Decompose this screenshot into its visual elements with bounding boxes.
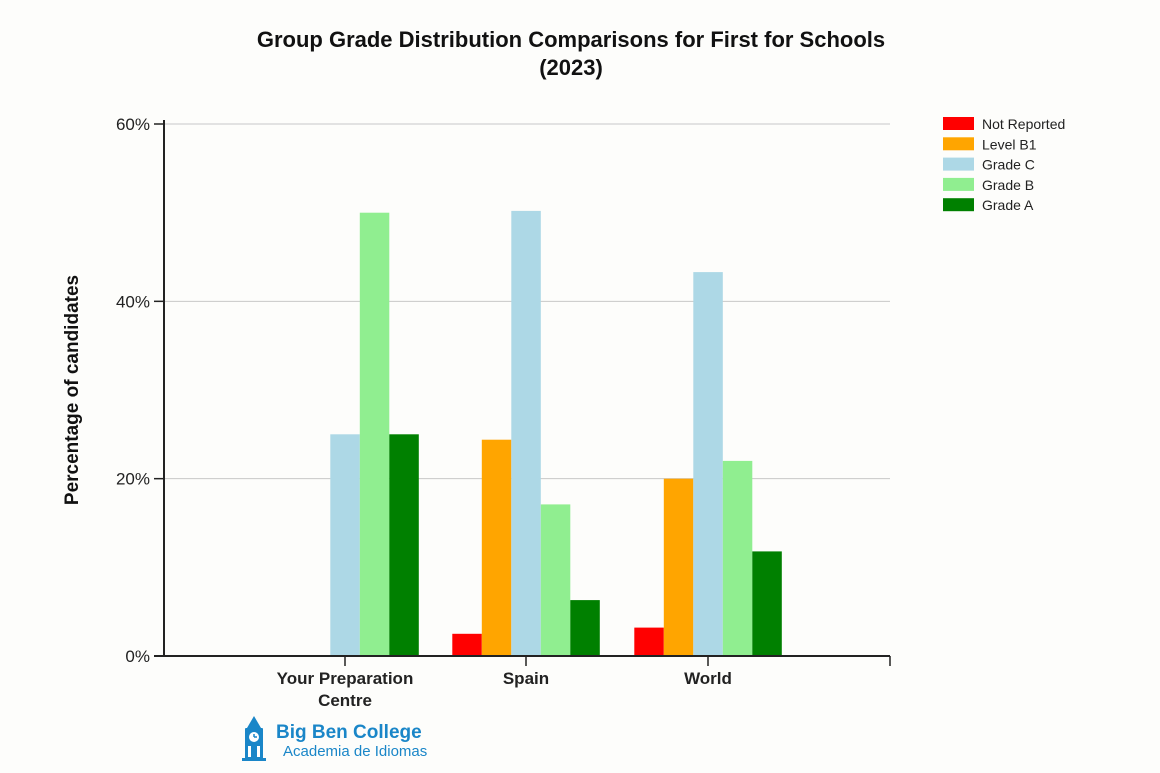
bar-grade-a — [752, 551, 782, 656]
x-tick-label: Spain — [503, 669, 549, 688]
chart-title-line: Group Grade Distribution Comparisons for… — [257, 27, 885, 52]
y-tick-label: 20% — [116, 470, 150, 489]
x-axis-labels: Your Preparation Centre Spain World — [277, 669, 732, 710]
bar-grade-c — [511, 210, 541, 656]
legend-label: Grade A — [982, 197, 1034, 213]
chart-title: Group Grade Distribution Comparisons for… — [257, 27, 885, 80]
bar-grade-a — [570, 600, 600, 656]
bar-grade-c — [330, 434, 360, 656]
bar-not-reported — [452, 633, 482, 656]
bar-grade-c — [693, 272, 723, 656]
legend-swatch — [943, 157, 974, 171]
legend-swatch — [943, 198, 974, 212]
axes — [154, 120, 891, 666]
y-axis-label: Percentage of candidates — [62, 275, 83, 505]
legend: Not Reported Level B1 Grade C Grade B Grade … — [943, 116, 1065, 213]
legend-swatch — [943, 117, 974, 130]
y-tick-label: 40% — [116, 292, 150, 311]
bars — [330, 210, 782, 656]
bar-grade-b — [359, 212, 390, 656]
x-tick-label: Centre — [318, 691, 372, 710]
y-tick-label: 60% — [116, 115, 150, 134]
bar-level-b1 — [663, 478, 694, 656]
x-tick-label: World — [684, 669, 732, 688]
chart-title-line: (2023) — [539, 55, 603, 80]
y-axis-ticks: 0% 20% 40% 60% — [116, 115, 164, 666]
legend-label: Not Reported — [982, 116, 1065, 132]
bar-not-reported — [634, 627, 664, 656]
bar-grade-b — [540, 504, 571, 656]
legend-swatch — [943, 177, 974, 191]
clock-tower-icon — [242, 716, 266, 761]
legend-swatch — [943, 137, 974, 151]
logo-subtitle: Academia de Idiomas — [283, 743, 427, 760]
legend-label: Grade C — [982, 157, 1035, 173]
legend-label: Level B1 — [982, 136, 1037, 152]
big-ben-college-logo: Big Ben College Academia de Idiomas — [242, 716, 427, 761]
legend-label: Grade B — [982, 177, 1034, 193]
bar-level-b1 — [481, 439, 512, 656]
logo-name: Big Ben College — [276, 722, 422, 743]
y-tick-label: 0% — [125, 647, 150, 666]
x-tick-label: Your Preparation — [277, 669, 414, 688]
bar-grade-a — [389, 434, 419, 656]
bar-grade-b — [722, 460, 753, 656]
